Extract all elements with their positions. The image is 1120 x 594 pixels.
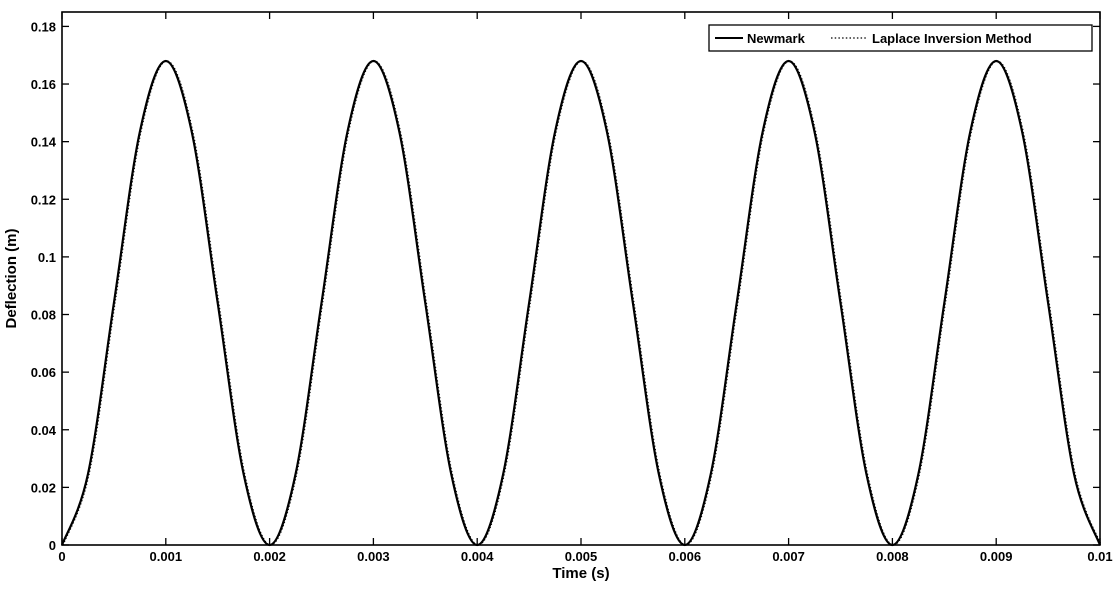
x-tick-label: 0.007 [772,549,805,564]
plot-frame [61,11,1101,546]
y-tick-label: 0.1 [38,250,56,265]
x-ticks: 0 0.001 0.002 0.003 0.004 0.005 0.006 0.007 0.00… [58,12,1113,564]
axes-layer [61,11,1101,546]
x-tick-label: 0.009 [980,549,1013,564]
x-tick-label: 0.006 [669,549,702,564]
x-tick-label: 0 [58,549,65,564]
y-tick-label: 0.14 [31,135,57,150]
series-layer [60,59,1102,547]
x-axis-title: Time (s) [552,565,609,582]
y-axis-title: Deflection (m) [3,228,20,328]
y-tick-label: 0.04 [31,423,57,438]
series-line-newmark [60,59,1102,547]
y-tick-label: 0.02 [31,480,56,495]
y-tick-label: 0.08 [31,308,56,323]
y-tick-label: 0.16 [31,77,56,92]
y-tick-label: 0 [49,538,56,553]
y-tick-label: 0.06 [31,365,56,380]
y-tick-label: 0.18 [31,19,56,34]
x-tick-label: 0.004 [461,549,494,564]
series-line-laplace-inversion [62,60,1102,546]
x-tick-label: 0.005 [565,549,598,564]
y-tick-label: 0.12 [31,192,56,207]
legend: Newmark Laplace Inversion Method [708,24,1093,52]
x-tick-label: 0.001 [150,549,183,564]
x-tick-label: 0.002 [253,549,286,564]
x-tick-label: 0.003 [357,549,390,564]
y-ticks: 0 0.02 0.04 0.06 0.08 0.1 0.12 0.14 0.16 0.18 [31,19,1100,553]
legend-box [708,24,1093,52]
legend-label-newmark: Newmark [747,31,806,46]
x-tick-label: 0.008 [876,549,909,564]
x-tick-label: 0.01 [1087,549,1112,564]
legend-label-laplace: Laplace Inversion Method [872,31,1032,46]
